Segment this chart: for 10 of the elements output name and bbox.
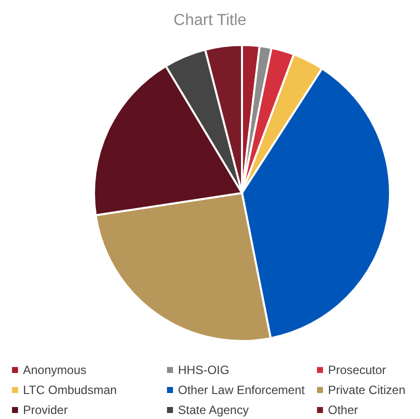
chart-title: Chart Title xyxy=(172,12,248,30)
legend-label: Provider xyxy=(22,403,69,417)
legend-label: HHS-OIG xyxy=(177,363,230,377)
legend-label: State Agency xyxy=(177,403,250,417)
legend-label: Private Citizen xyxy=(327,383,406,397)
legend-label: LTC Ombudsman xyxy=(22,383,118,397)
legend-label: Prosecutor xyxy=(327,363,388,377)
legend-label: Anonymous xyxy=(22,363,88,377)
legend-label: Other xyxy=(327,403,360,417)
legend-label: Other Law Enforcement xyxy=(177,383,306,397)
